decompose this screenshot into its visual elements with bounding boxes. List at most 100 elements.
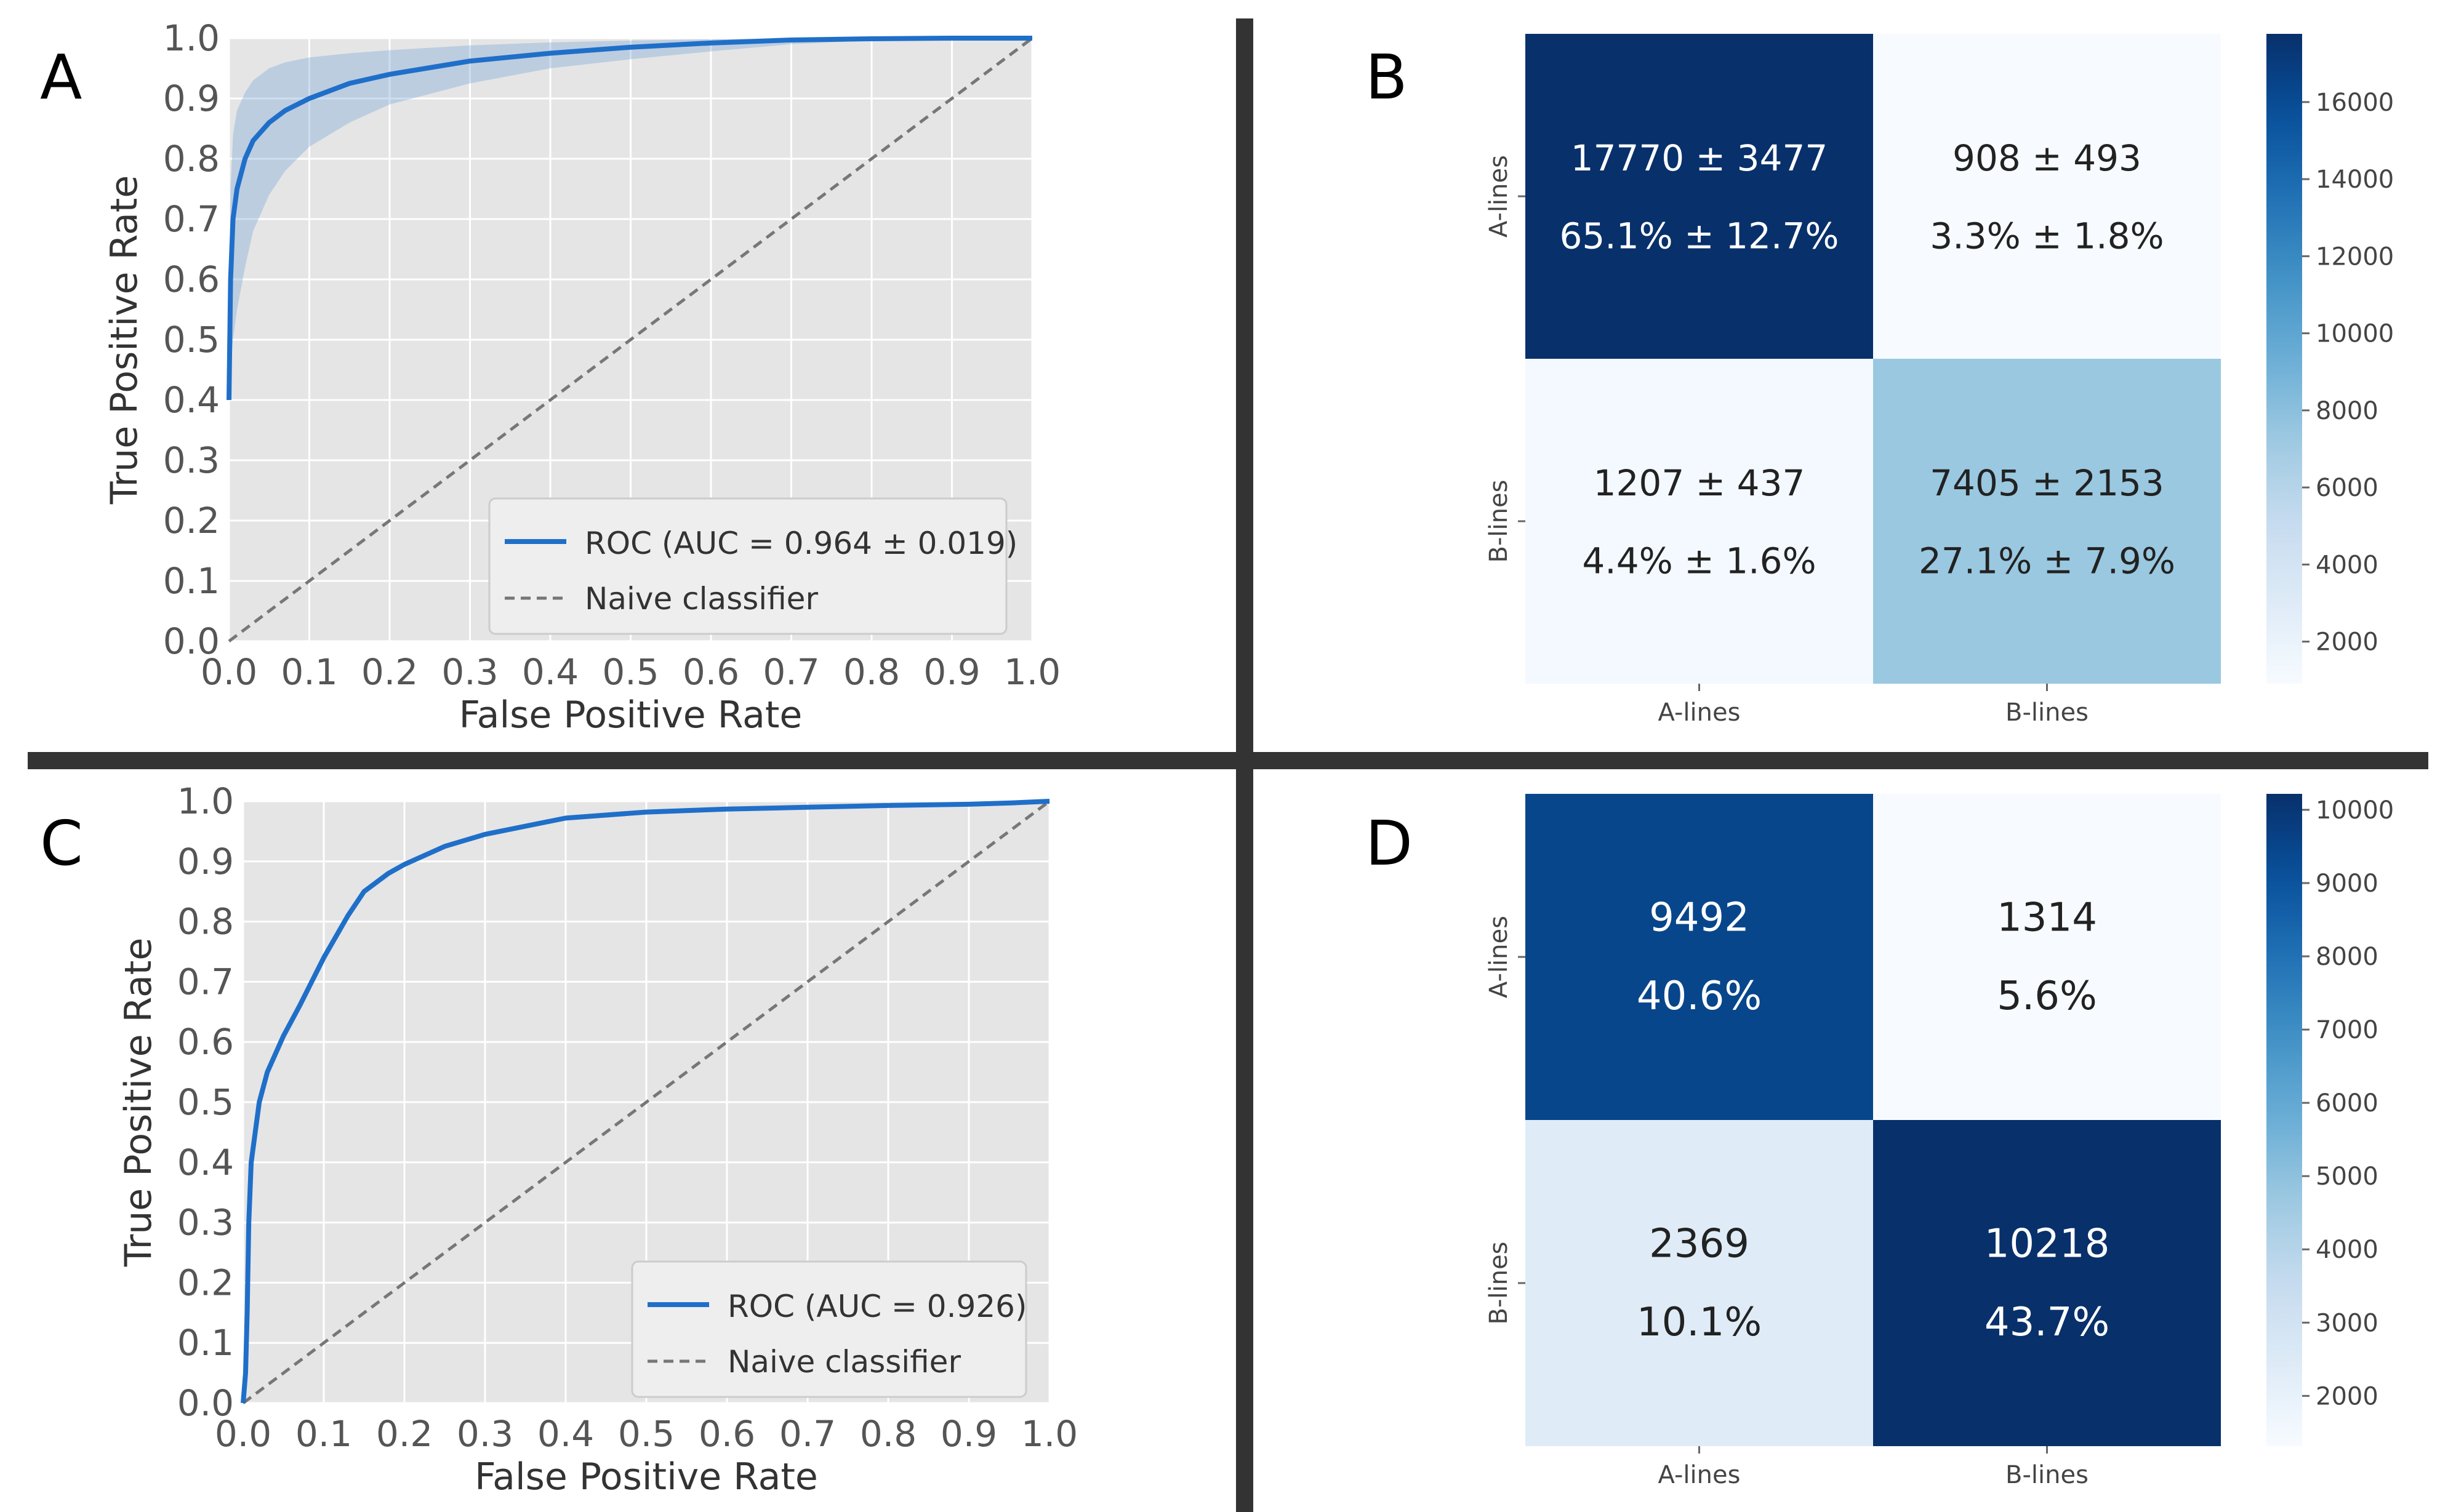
colorbar-tick-label: 4000 xyxy=(2316,1236,2378,1264)
cell-count-label: 17770 ± 3477 xyxy=(1571,137,1828,179)
x-tick-label: 0.5 xyxy=(618,1413,675,1455)
cell-percent-label: 40.6% xyxy=(1637,974,1762,1019)
colorbar-tick-label: 6000 xyxy=(2316,1089,2378,1118)
x-tick-label: 0.6 xyxy=(699,1413,755,1455)
y-tick-label: 0.5 xyxy=(177,1081,234,1123)
colorbar-tick-label: 4000 xyxy=(2316,551,2378,579)
x-tick-label: 0.5 xyxy=(602,651,659,693)
y-tick-label: 1.0 xyxy=(177,780,234,822)
y-tick-label: 0.1 xyxy=(177,1322,234,1364)
legend: ROC (AUC = 0.926) Naive classifier xyxy=(631,1260,1027,1398)
colorbar-tick-label: 9000 xyxy=(2316,870,2378,898)
colorbar-tick-label: 10000 xyxy=(2316,796,2394,825)
x-tick-label: 0.6 xyxy=(683,651,739,693)
x-axis-label: False Positive Rate xyxy=(475,1455,818,1498)
y-tick-label: 0.7 xyxy=(177,961,234,1002)
panel-d-confusion-matrix: D 9492 40.6% 1314 5.6% 2369 10.1% 10218 43.7% A-l… xyxy=(1365,794,2394,1489)
y-tick-label: 0.6 xyxy=(177,1021,234,1063)
cell-count-label: 1314 xyxy=(1997,895,2097,941)
naive-classifier-line xyxy=(228,37,1033,642)
colorbar-tick-label: 8000 xyxy=(2316,397,2378,425)
colorbar-tick-label: 16000 xyxy=(2316,89,2394,117)
y-category-label: A-lines xyxy=(1485,155,1513,238)
y-tick-label: 0.9 xyxy=(177,841,234,882)
panel-b-confusion-matrix: B 17770 ± 3477 65.1% ± 12.7% 908 ± 493 3.3% … xyxy=(1365,34,2394,727)
y-category-label: A-lines xyxy=(1485,916,1513,998)
matrix-cell xyxy=(1873,794,2221,1120)
x-category-label: A-lines xyxy=(1658,698,1741,727)
colorbar-tick-label: 6000 xyxy=(2316,474,2378,502)
x-tick-label: 0.9 xyxy=(941,1413,997,1455)
x-tick-label: 0.2 xyxy=(361,651,418,693)
tick-labels: 0.00.0 0.1 0.1 0.2 0.2 0.3 0.3 0.4 0.4 0.5 0.5 0.6 0… xyxy=(177,780,1078,1455)
matrix-cell xyxy=(1873,359,2221,684)
naive-classifier-line xyxy=(242,799,1051,1405)
y-tick-label: 0.9 xyxy=(163,78,220,119)
x-tick-label: 0.9 xyxy=(923,651,980,693)
x-category-label: B-lines xyxy=(2005,698,2089,727)
x-tick-label: 0.8 xyxy=(843,651,900,693)
roc-confidence-band xyxy=(229,38,1032,400)
panel-dividers xyxy=(28,18,2428,1512)
horizontal-divider xyxy=(28,752,2428,769)
x-category-label: A-lines xyxy=(1658,1461,1741,1489)
x-category-label: B-lines xyxy=(2005,1461,2089,1489)
x-tick-label: 0.4 xyxy=(537,1413,594,1455)
cell-count-label: 10218 xyxy=(1984,1222,2110,1267)
y-tick-label: 0.4 xyxy=(177,1142,234,1183)
y-tick-label: 0.8 xyxy=(163,138,220,180)
colorbar-tick-label: 5000 xyxy=(2316,1162,2378,1191)
x-tick-label: 0.1 xyxy=(281,651,337,693)
panel-letter: C xyxy=(40,807,83,879)
x-tick-label: 0.4 xyxy=(522,651,579,693)
y-tick-label: 0.4 xyxy=(163,379,220,421)
y-tick-label: 0.0 xyxy=(177,1382,234,1424)
x-tick-label: 1.0 xyxy=(1021,1413,1078,1455)
x-tick-label: 0.0 xyxy=(201,651,257,693)
matrix-cell xyxy=(1525,359,1873,684)
cell-percent-label: 65.1% ± 12.7% xyxy=(1560,215,1839,257)
legend-naive-label: Naive classifier xyxy=(585,581,818,617)
colorbar-tick-label: 7000 xyxy=(2316,1016,2378,1044)
x-tick-label: 0.8 xyxy=(860,1413,917,1455)
matrix-cell xyxy=(1873,1120,2221,1446)
grid xyxy=(228,37,1033,642)
colorbar xyxy=(2266,794,2302,1446)
matrix-cell xyxy=(1525,34,1873,359)
x-tick-label: 0.3 xyxy=(457,1413,513,1455)
x-tick-label: 0.2 xyxy=(376,1413,433,1455)
y-tick-label: 0.5 xyxy=(163,319,220,361)
colorbar-tick-label: 10000 xyxy=(2316,320,2394,348)
colorbar xyxy=(2266,34,2302,684)
y-tick-label: 0.0 xyxy=(163,620,220,662)
y-category-label: B-lines xyxy=(1485,1242,1513,1325)
y-axis-label: True Positive Rate xyxy=(103,175,146,505)
y-tick-label: 0.2 xyxy=(177,1262,234,1303)
y-tick-label: 0.1 xyxy=(163,560,220,602)
cell-percent-label: 5.6% xyxy=(1997,974,2097,1019)
colorbar-tick-label: 3000 xyxy=(2316,1309,2378,1337)
x-tick-label: 0.1 xyxy=(295,1413,352,1455)
cell-count-label: 2369 xyxy=(1649,1222,1749,1267)
x-tick-label: 0.7 xyxy=(779,1413,836,1455)
panel-letter: D xyxy=(1365,807,1413,879)
colorbar-tick-label: 14000 xyxy=(2316,166,2394,194)
matrix-cell xyxy=(1525,794,1873,1120)
legend-box xyxy=(631,1260,1027,1398)
legend-roc-label: ROC (AUC = 0.964 ± 0.019) xyxy=(585,526,1017,561)
cell-count-label: 908 ± 493 xyxy=(1952,137,2141,179)
cell-percent-label: 27.1% ± 7.9% xyxy=(1919,540,2175,582)
y-category-label: B-lines xyxy=(1485,480,1513,563)
cell-count-label: 1207 ± 437 xyxy=(1594,462,1805,504)
colorbar-tick-label: 2000 xyxy=(2316,1382,2378,1410)
x-tick-label: 1.0 xyxy=(1004,651,1061,693)
y-tick-label: 0.7 xyxy=(163,198,220,240)
y-tick-label: 0.8 xyxy=(177,901,234,943)
legend-naive-label: Naive classifier xyxy=(728,1344,961,1380)
cell-percent-label: 10.1% xyxy=(1637,1300,1762,1345)
roc-curve xyxy=(227,36,1032,401)
colorbar-tick-label: 12000 xyxy=(2316,242,2394,271)
matrix-cell xyxy=(1525,1120,1873,1446)
legend-box xyxy=(488,497,1008,635)
